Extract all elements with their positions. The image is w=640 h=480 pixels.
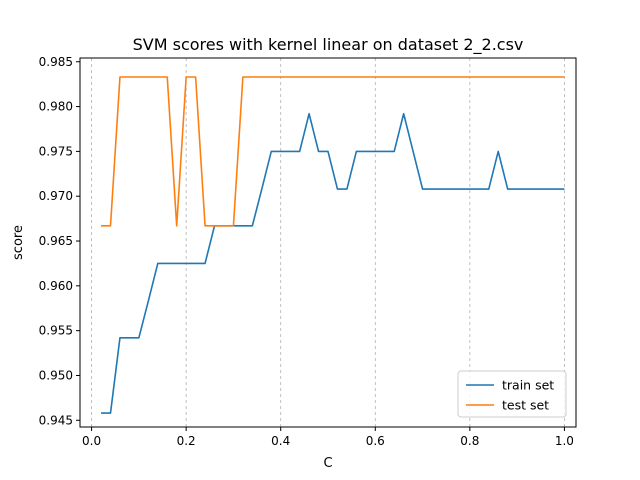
x-axis-ticks: 0.0 0.2 0.4 0.6 0.8 1.0	[82, 427, 574, 448]
x-tick-label: 0.8	[460, 434, 479, 448]
y-tick-label: 0.950	[39, 368, 73, 382]
series-lines	[101, 76, 565, 414]
y-tick-label: 0.945	[39, 413, 73, 427]
series-line-train	[101, 112, 565, 414]
plot-frame	[79, 57, 577, 428]
y-axis-ticks: 0.945 0.950 0.955 0.960 0.965 0.970 0.975 0.980…	[39, 55, 80, 427]
y-tick-label: 0.960	[39, 279, 73, 293]
x-tick-label: 0.2	[177, 434, 196, 448]
y-tick-label: 0.965	[39, 234, 73, 248]
y-axis-label: score	[11, 225, 26, 260]
y-tick-label: 0.985	[39, 55, 73, 69]
y-tick-label: 0.955	[39, 324, 73, 338]
chart-title: SVM scores with kernel linear on dataset…	[133, 35, 524, 55]
x-axis-label: C	[323, 456, 332, 471]
series-line-test	[101, 76, 565, 227]
y-tick-label: 0.975	[39, 144, 73, 158]
x-tick-label: 0.0	[82, 434, 101, 448]
x-tick-label: 0.6	[366, 434, 385, 448]
y-tick-label: 0.980	[39, 100, 73, 114]
legend: train set test set	[457, 370, 567, 418]
x-tick-label: 0.4	[271, 434, 290, 448]
legend-label: test set	[502, 398, 549, 413]
grid	[91, 58, 565, 427]
y-tick-label: 0.970	[39, 189, 73, 203]
x-tick-label: 1.0	[555, 434, 574, 448]
legend-label: train set	[502, 378, 554, 393]
